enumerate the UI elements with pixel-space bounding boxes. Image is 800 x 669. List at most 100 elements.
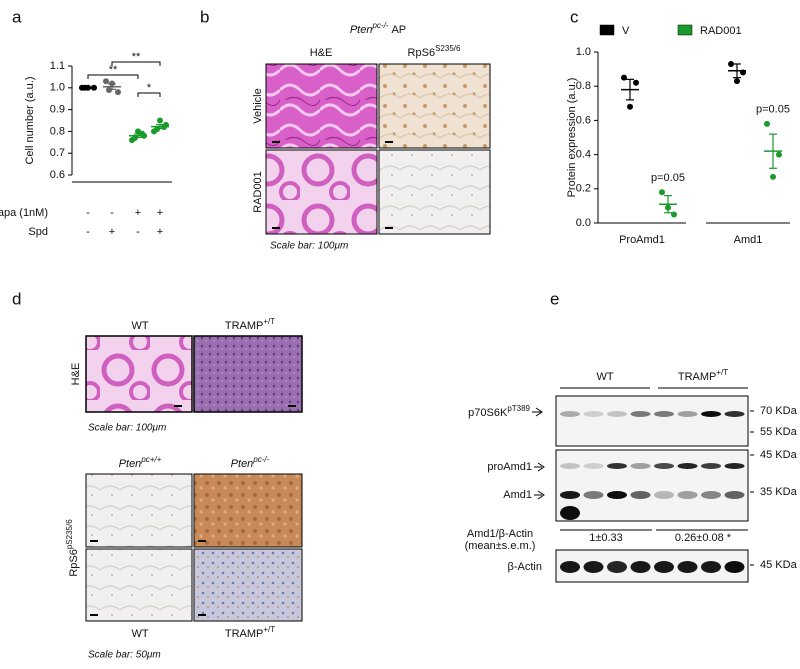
panel-label: a <box>12 7 22 26</box>
condition-level: - <box>86 207 90 219</box>
annotation: p=0.05 <box>756 104 790 116</box>
band <box>607 463 627 469</box>
y-tick-label: 0.9 <box>50 104 65 116</box>
data-point <box>157 117 163 124</box>
scale-bar: Scale bar: 50μm <box>88 650 161 661</box>
band <box>701 561 721 573</box>
sup: S235/6 <box>435 44 461 53</box>
blot-label: p70S6KpT389 <box>468 404 530 419</box>
column-label: TRAMP+/T <box>225 317 275 332</box>
data-point <box>621 74 627 81</box>
sup: pc-/- <box>252 455 269 464</box>
sup: +/T <box>263 625 275 634</box>
band <box>607 561 627 573</box>
text: Pten <box>231 458 254 470</box>
panel-label: b <box>200 7 209 26</box>
band <box>654 411 674 417</box>
significance-bracket <box>111 61 161 66</box>
marker-label: 45 KDa <box>760 559 798 571</box>
row-label: Vehicle <box>252 88 264 123</box>
annotation: p=0.05 <box>651 172 685 184</box>
condition-level: - <box>110 207 114 219</box>
panel-b-images <box>265 63 491 235</box>
band <box>677 463 698 469</box>
band <box>630 561 651 573</box>
data-point <box>115 89 121 96</box>
data-point <box>154 126 160 133</box>
significance-label: ** <box>109 64 118 76</box>
legend-swatch <box>599 24 615 36</box>
band <box>560 506 580 520</box>
panel-label: c <box>570 7 579 26</box>
band <box>583 561 604 573</box>
data-point <box>103 78 109 85</box>
band <box>654 561 674 573</box>
blot-label: Amd1 <box>503 489 532 501</box>
row-label: H&E <box>70 363 82 386</box>
band <box>724 411 745 417</box>
data-point <box>627 103 633 110</box>
group-label: TRAMP+/T <box>678 368 728 383</box>
significance-label: * <box>147 82 152 94</box>
y-axis-label: Protein expression (a.u.) <box>566 78 578 198</box>
scale-bar: Scale bar: 100μm <box>88 423 166 434</box>
marker-label: 55 KDa <box>760 426 798 438</box>
y-tick-label: 0.0 <box>576 217 591 229</box>
band <box>630 463 651 469</box>
subplot-title: Amd1 <box>734 234 763 246</box>
data-point <box>770 173 776 180</box>
data-point <box>776 151 782 158</box>
marker-label: 45 KDa <box>760 449 798 461</box>
band <box>701 463 721 469</box>
text: TRAMP <box>225 320 264 332</box>
text: Pten <box>119 458 142 470</box>
sup: pT389 <box>507 404 530 413</box>
panel-label: e <box>550 289 559 308</box>
band <box>583 411 604 417</box>
text: p70S6K <box>468 407 508 419</box>
y-tick-label: 0.7 <box>50 147 65 159</box>
row-label: RAD001 <box>252 171 264 213</box>
data-point <box>109 80 115 87</box>
legend-label: V <box>622 25 630 37</box>
column-label: H&E <box>310 47 333 59</box>
condition-level: + <box>157 226 163 238</box>
blot-label: β-Actin <box>508 561 542 573</box>
quant-value: 1±0.33 <box>589 532 623 544</box>
y-axis-label: Cell number (a.u.) <box>24 76 36 164</box>
condition-level: - <box>136 226 140 238</box>
band <box>724 463 745 469</box>
condition-level: + <box>157 207 163 219</box>
data-point <box>764 120 770 127</box>
band <box>607 491 627 499</box>
legend-label: RAD001 <box>700 25 742 37</box>
band <box>701 411 721 417</box>
blot-label: proAmd1 <box>487 461 532 473</box>
y-tick-label: 0.4 <box>576 149 591 161</box>
column-label: WT <box>131 320 148 332</box>
band <box>560 491 580 499</box>
text: RpS6 <box>408 47 436 59</box>
scale-bar: Scale bar: 100μm <box>270 241 348 252</box>
tissue: AP <box>391 24 406 36</box>
band <box>630 491 651 499</box>
condition-label: Rapa (1nM) <box>0 207 48 219</box>
condition-level: + <box>135 207 141 219</box>
band <box>724 561 745 573</box>
significance-bracket <box>137 92 161 97</box>
quant-label: (mean±s.e.m.) <box>465 540 536 552</box>
condition-label: Spd <box>28 226 48 238</box>
column-label: TRAMP+/T <box>225 625 275 640</box>
data-point <box>633 79 639 86</box>
panel-label: d <box>12 289 21 308</box>
data-point <box>728 60 734 67</box>
sup: pS235/6 <box>65 519 74 549</box>
column-label: WT <box>131 628 148 640</box>
condition-level: - <box>86 226 90 238</box>
band <box>724 491 745 499</box>
marker-label: 70 KDa <box>760 405 798 417</box>
band <box>677 411 698 417</box>
y-tick-label: 1.0 <box>576 46 591 58</box>
y-tick-label: 0.8 <box>50 125 65 137</box>
